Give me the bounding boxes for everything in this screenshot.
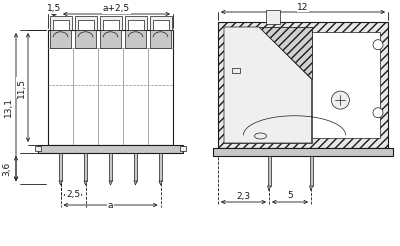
Bar: [50, 30, 71, 48]
Bar: [109, 153, 112, 181]
Polygon shape: [134, 181, 137, 185]
Bar: [268, 156, 270, 186]
Bar: [52, 20, 68, 30]
Bar: [74, 16, 96, 30]
Bar: [310, 156, 312, 186]
Polygon shape: [59, 181, 62, 185]
Bar: [48, 30, 173, 145]
Text: 12: 12: [297, 2, 309, 12]
Bar: [75, 30, 96, 48]
Text: 3,6: 3,6: [2, 161, 12, 176]
Bar: [125, 30, 146, 48]
Bar: [213, 148, 393, 156]
Bar: [35, 146, 41, 151]
Bar: [150, 16, 172, 30]
Polygon shape: [268, 186, 270, 191]
Bar: [159, 153, 162, 181]
Bar: [84, 153, 87, 181]
Bar: [224, 27, 312, 143]
Bar: [226, 32, 380, 138]
Text: 5: 5: [287, 191, 293, 200]
Text: a+2,5: a+2,5: [103, 4, 130, 14]
Bar: [218, 22, 388, 148]
Bar: [100, 30, 121, 48]
Polygon shape: [159, 181, 162, 185]
Text: 1,5: 1,5: [47, 4, 61, 14]
Polygon shape: [109, 181, 112, 185]
Bar: [152, 20, 168, 30]
Bar: [150, 30, 171, 48]
Bar: [100, 16, 122, 30]
Bar: [128, 20, 144, 30]
Circle shape: [373, 108, 383, 118]
Polygon shape: [224, 27, 312, 143]
Ellipse shape: [254, 133, 266, 139]
Bar: [134, 153, 137, 181]
Bar: [232, 68, 240, 73]
Bar: [102, 20, 118, 30]
Bar: [38, 145, 183, 153]
Text: 2,5: 2,5: [66, 190, 80, 200]
Circle shape: [331, 91, 350, 109]
Bar: [78, 20, 94, 30]
Bar: [59, 153, 62, 181]
Polygon shape: [310, 186, 312, 191]
Text: 11,5: 11,5: [16, 77, 26, 97]
Bar: [180, 146, 186, 151]
Bar: [124, 16, 146, 30]
Polygon shape: [259, 27, 312, 79]
Bar: [50, 16, 72, 30]
Circle shape: [373, 40, 383, 50]
Bar: [266, 10, 280, 24]
Polygon shape: [84, 181, 87, 185]
Text: 13,1: 13,1: [4, 97, 12, 117]
Text: a: a: [108, 200, 113, 210]
Text: 2,3: 2,3: [236, 191, 250, 200]
